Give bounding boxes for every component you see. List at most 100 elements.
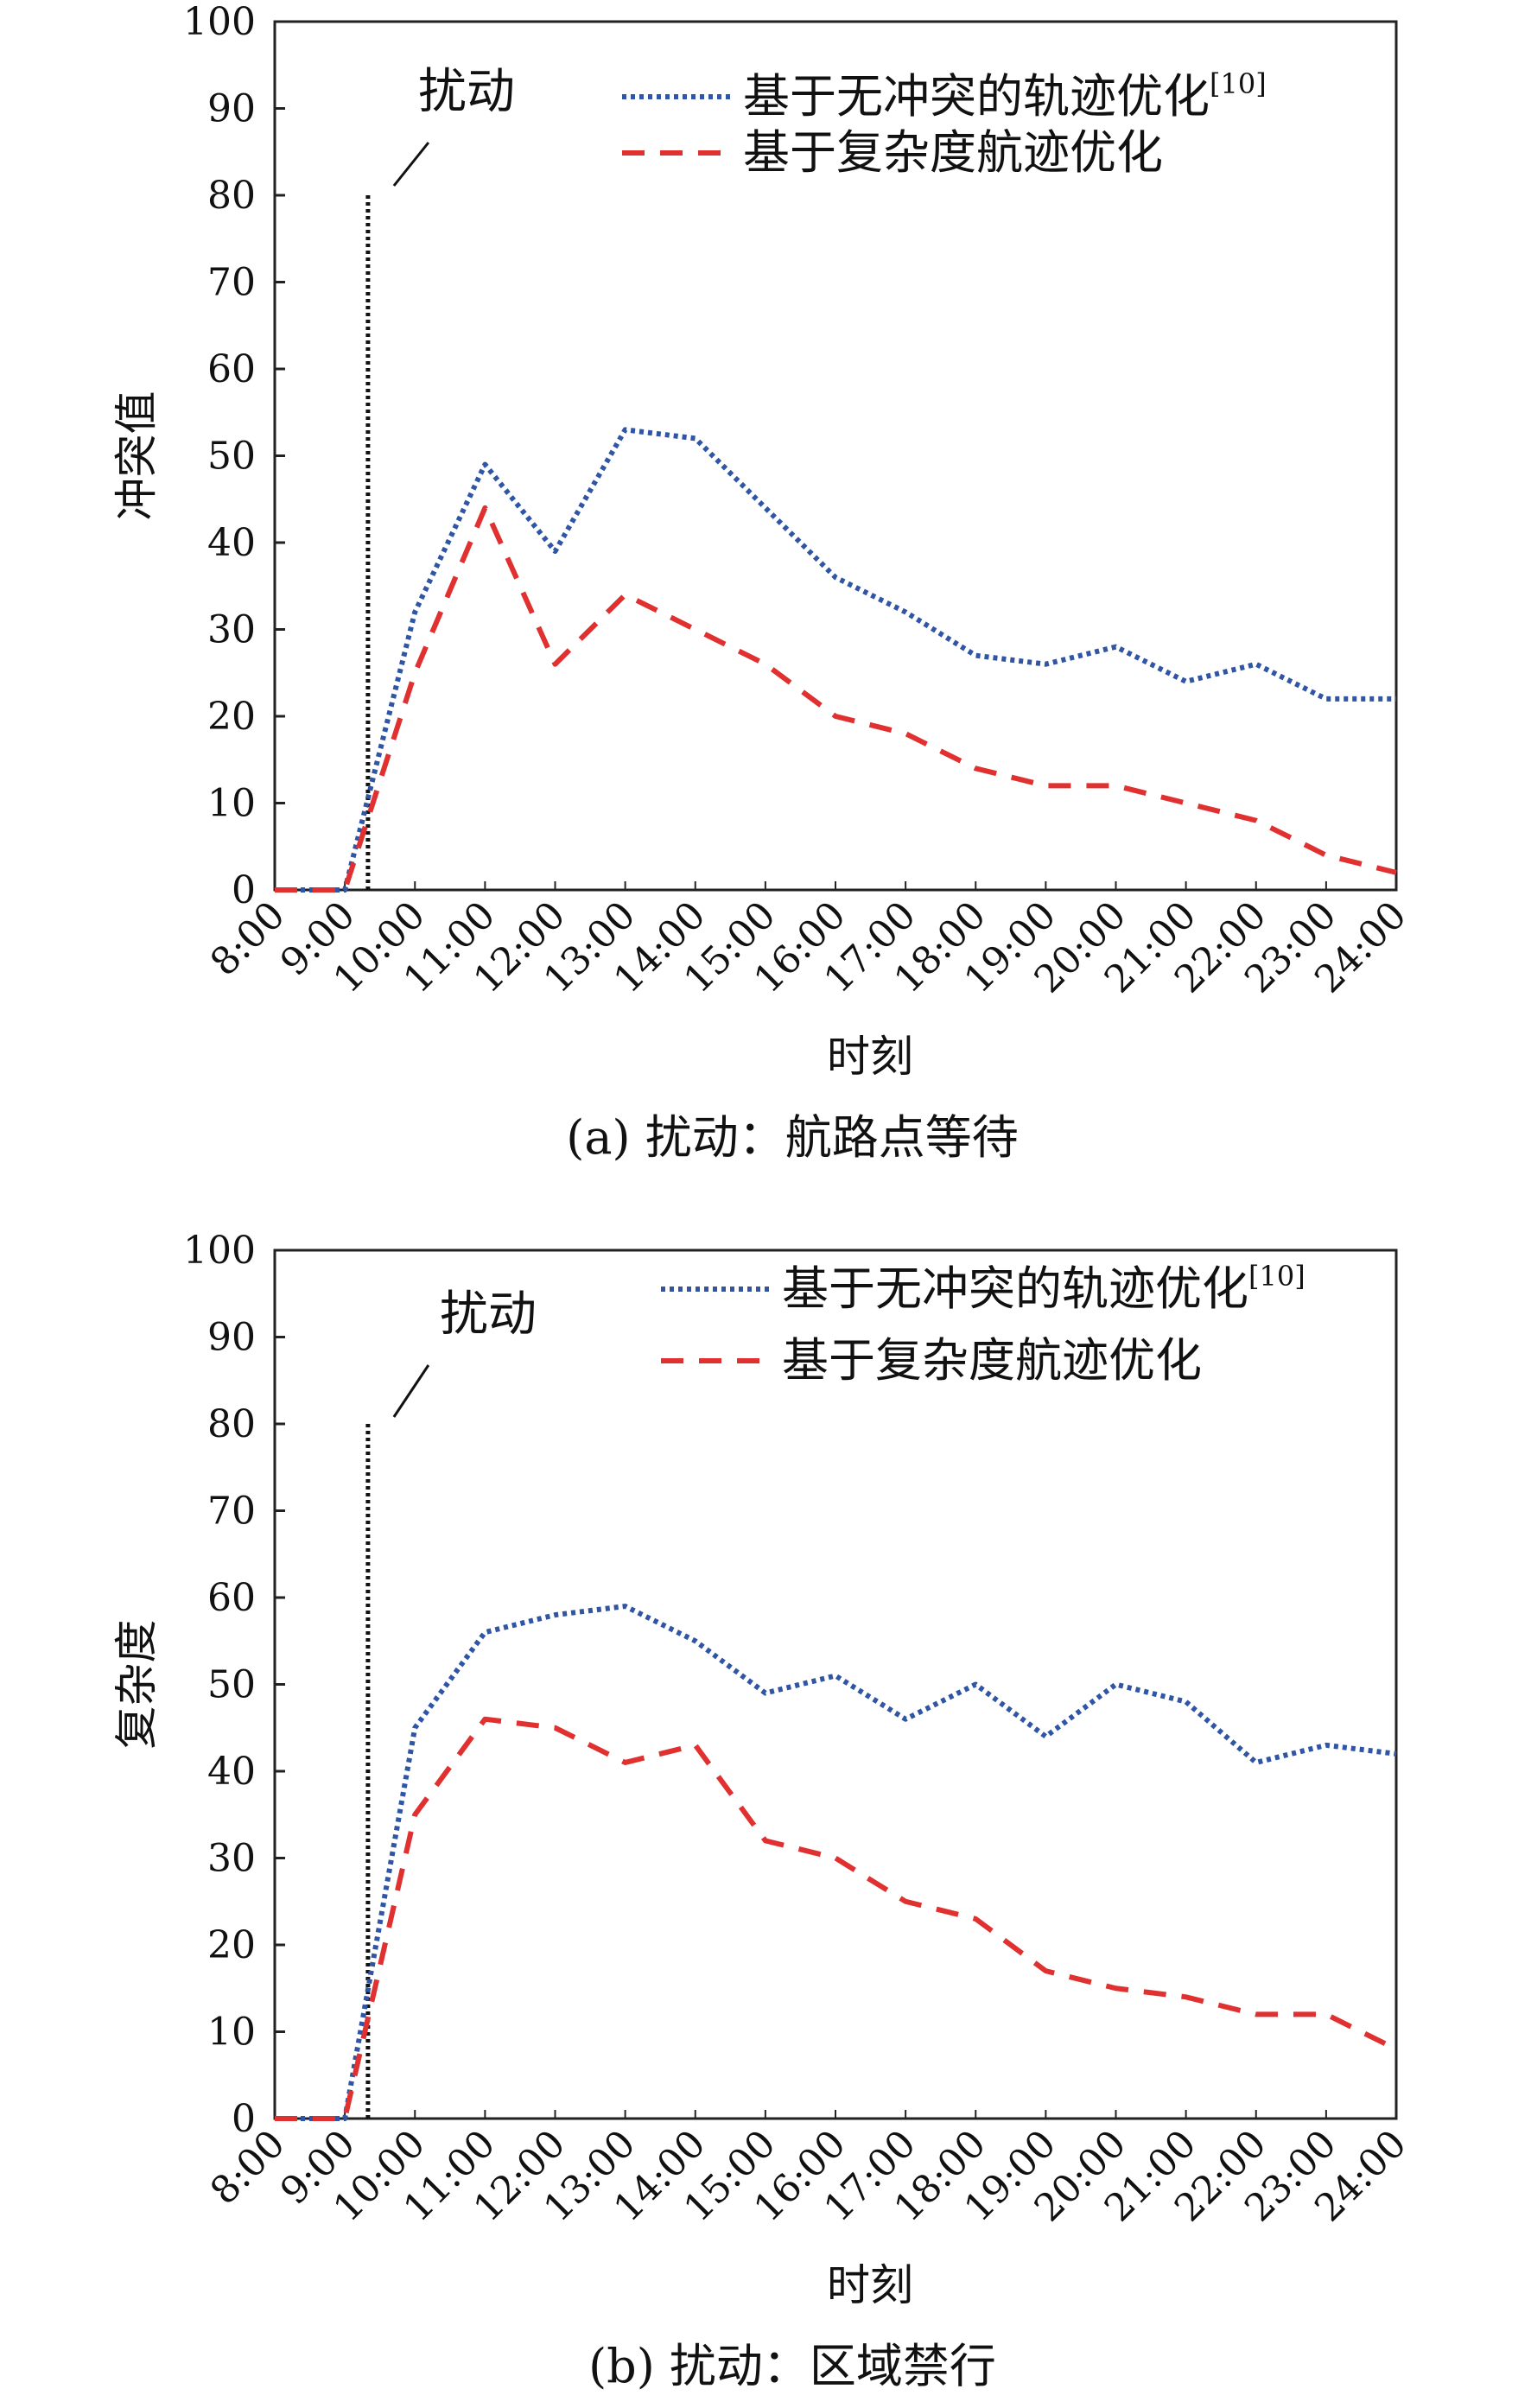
data-point bbox=[553, 1612, 558, 1617]
y-tick-label: 80 bbox=[207, 1402, 256, 1446]
data-point bbox=[693, 627, 698, 632]
x-tick-label: 8:00 bbox=[202, 2122, 294, 2214]
data-point bbox=[623, 592, 628, 597]
data-point bbox=[1324, 2011, 1329, 2017]
annotation-label: 扰动 bbox=[440, 1287, 537, 1343]
data-point bbox=[1324, 1743, 1329, 1748]
chart-b: 01020304050607080901008:009:0010:0011:00… bbox=[111, 1229, 1415, 2393]
figure-caption: (a) 扰动：航路点等待 bbox=[566, 1110, 1019, 1165]
x-axis-title: 时刻 bbox=[827, 2260, 913, 2310]
data-point bbox=[973, 1682, 978, 1687]
y-tick-label: 70 bbox=[207, 1490, 256, 1534]
y-axis-title: 冲突值 bbox=[111, 391, 162, 521]
y-tick-label: 50 bbox=[207, 435, 256, 479]
data-point bbox=[553, 549, 558, 554]
data-point bbox=[412, 1812, 417, 1817]
data-point bbox=[1184, 801, 1189, 806]
data-point bbox=[1043, 783, 1048, 788]
y-tick-label: 100 bbox=[183, 1229, 256, 1273]
data-point bbox=[1043, 662, 1048, 667]
y-tick-label: 80 bbox=[207, 174, 256, 218]
y-axis-title: 复杂度 bbox=[111, 1620, 162, 1750]
data-point bbox=[623, 427, 628, 432]
data-point bbox=[1184, 1700, 1189, 1705]
data-point bbox=[903, 609, 908, 614]
data-point bbox=[272, 2116, 277, 2121]
data-point bbox=[412, 670, 417, 676]
data-point bbox=[693, 1743, 698, 1748]
data-point bbox=[1394, 1751, 1399, 1757]
data-point bbox=[763, 505, 768, 511]
data-point bbox=[1254, 1760, 1259, 1765]
data-point bbox=[1394, 870, 1399, 875]
data-point bbox=[1184, 1994, 1189, 1999]
data-point bbox=[693, 435, 698, 441]
data-point bbox=[903, 731, 908, 736]
y-tick-label: 90 bbox=[207, 87, 256, 131]
y-tick-label: 20 bbox=[207, 1923, 256, 1967]
data-point bbox=[1114, 1985, 1119, 1991]
data-point bbox=[1043, 1734, 1048, 1739]
data-point bbox=[1254, 662, 1259, 667]
data-point bbox=[1114, 1682, 1119, 1687]
chart-a: 01020304050607080901008:009:0010:0011:00… bbox=[111, 0, 1415, 1165]
data-point bbox=[1184, 679, 1189, 684]
data-point bbox=[1394, 2047, 1399, 2052]
data-point bbox=[1324, 696, 1329, 702]
data-point bbox=[482, 462, 487, 467]
y-tick-label: 60 bbox=[207, 347, 256, 391]
data-point bbox=[482, 505, 487, 511]
data-point bbox=[973, 1916, 978, 1922]
annotation-label: 扰动 bbox=[418, 64, 515, 120]
legend-label-1: 基于无冲突的轨迹优化[10] bbox=[743, 67, 1267, 124]
data-point bbox=[973, 766, 978, 771]
series-line-2 bbox=[275, 505, 1397, 893]
legend-label-2: 基于复杂度航迹优化 bbox=[782, 1333, 1202, 1388]
data-point bbox=[763, 662, 768, 667]
annotation-pointer bbox=[392, 1364, 430, 1418]
y-tick-label: 0 bbox=[232, 2097, 256, 2141]
data-point bbox=[693, 1638, 698, 1643]
data-point bbox=[903, 1899, 908, 1904]
y-tick-label: 90 bbox=[207, 1316, 256, 1360]
y-tick-label: 60 bbox=[207, 1576, 256, 1620]
data-point bbox=[482, 1630, 487, 1635]
series-line-1 bbox=[275, 1604, 1397, 2121]
data-point bbox=[833, 1856, 838, 1861]
y-tick-label: 10 bbox=[207, 782, 256, 826]
data-point bbox=[623, 1760, 628, 1765]
y-tick-label: 20 bbox=[207, 695, 256, 739]
data-point bbox=[482, 1717, 487, 1722]
y-tick-label: 100 bbox=[183, 0, 256, 44]
legend-reference: [10] bbox=[1210, 67, 1267, 100]
data-point bbox=[763, 1838, 768, 1843]
data-point bbox=[1324, 853, 1329, 858]
data-point bbox=[833, 714, 838, 719]
data-point bbox=[1043, 1968, 1048, 1973]
data-point bbox=[973, 653, 978, 658]
data-point bbox=[763, 1691, 768, 1696]
data-point bbox=[553, 662, 558, 667]
annotation-pointer bbox=[392, 142, 430, 187]
x-axis-title: 时刻 bbox=[827, 1032, 913, 1082]
data-point bbox=[553, 1725, 558, 1731]
figure-caption: (b) 扰动：区域禁行 bbox=[588, 2339, 996, 2393]
data-point bbox=[623, 1604, 628, 1609]
data-point bbox=[833, 575, 838, 580]
data-point bbox=[1394, 696, 1399, 702]
data-point bbox=[1254, 2011, 1259, 2017]
data-point bbox=[1254, 818, 1259, 823]
data-point bbox=[1114, 783, 1119, 788]
y-tick-label: 0 bbox=[232, 868, 256, 912]
y-tick-label: 10 bbox=[207, 2011, 256, 2055]
y-tick-label: 30 bbox=[207, 608, 256, 652]
data-point bbox=[272, 887, 277, 893]
data-point bbox=[342, 887, 347, 893]
y-tick-label: 30 bbox=[207, 1837, 256, 1881]
y-tick-label: 50 bbox=[207, 1663, 256, 1707]
legend-reference: [10] bbox=[1248, 1260, 1305, 1293]
y-tick-label: 40 bbox=[207, 521, 256, 565]
legend-label-1: 基于无冲突的轨迹优化[10] bbox=[782, 1260, 1305, 1316]
data-point bbox=[903, 1717, 908, 1722]
